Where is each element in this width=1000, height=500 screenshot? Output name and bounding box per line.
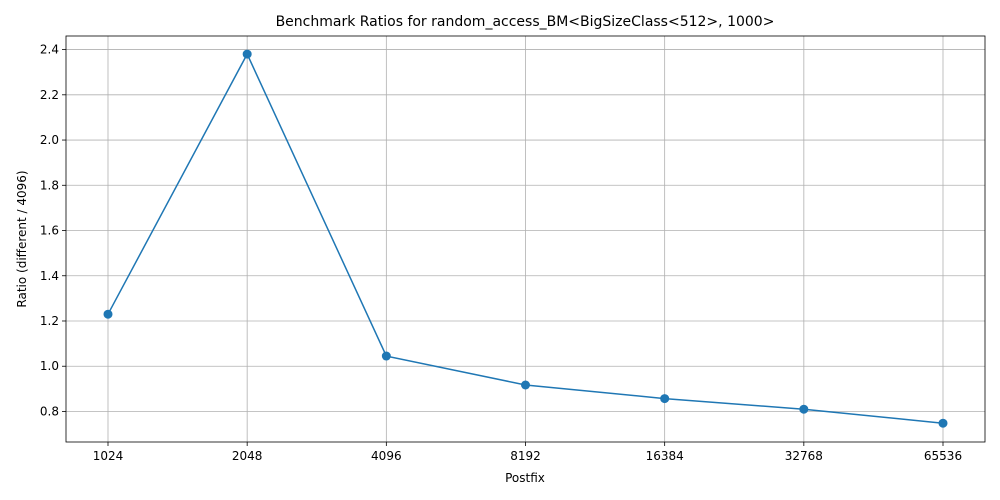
grid bbox=[66, 36, 985, 442]
y-axis-label: Ratio (different / 4096) bbox=[15, 170, 29, 307]
data-point bbox=[938, 418, 948, 428]
x-tick-label: 1024 bbox=[93, 449, 124, 463]
x-tick-label: 4096 bbox=[371, 449, 402, 463]
data-point bbox=[521, 380, 530, 390]
data-point bbox=[660, 394, 670, 404]
y-tick-label: 0.8 bbox=[40, 404, 59, 418]
y-tick-label: 1.0 bbox=[40, 359, 59, 373]
y-tick-label: 2.0 bbox=[40, 133, 59, 147]
data-point bbox=[799, 404, 809, 414]
x-tick-label: 8192 bbox=[510, 449, 541, 463]
y-tick-label: 1.6 bbox=[40, 224, 59, 238]
data-point bbox=[103, 309, 113, 319]
y-tick-label: 2.4 bbox=[40, 43, 59, 57]
data-point bbox=[242, 49, 252, 59]
series-group bbox=[103, 49, 948, 428]
y-tick-label: 2.2 bbox=[40, 88, 59, 102]
x-axis: 1024 2048 4096 8192 16384 32768 65536 bbox=[93, 442, 962, 463]
y-tick-label: 1.2 bbox=[40, 314, 59, 328]
data-point bbox=[381, 351, 391, 361]
y-axis: 0.8 1.0 1.2 1.4 1.6 1.8 2.0 2.2 2.4 bbox=[40, 43, 66, 418]
x-tick-label: 32768 bbox=[785, 449, 823, 463]
x-axis-label: Postfix bbox=[505, 471, 545, 485]
x-tick-label: 2048 bbox=[232, 449, 263, 463]
y-tick-label: 1.4 bbox=[40, 269, 59, 283]
x-tick-label: 65536 bbox=[924, 449, 962, 463]
x-tick-label: 16384 bbox=[646, 449, 684, 463]
y-tick-label: 1.8 bbox=[40, 178, 59, 192]
chart-title: Benchmark Ratios for random_access_BM<Bi… bbox=[276, 14, 775, 30]
